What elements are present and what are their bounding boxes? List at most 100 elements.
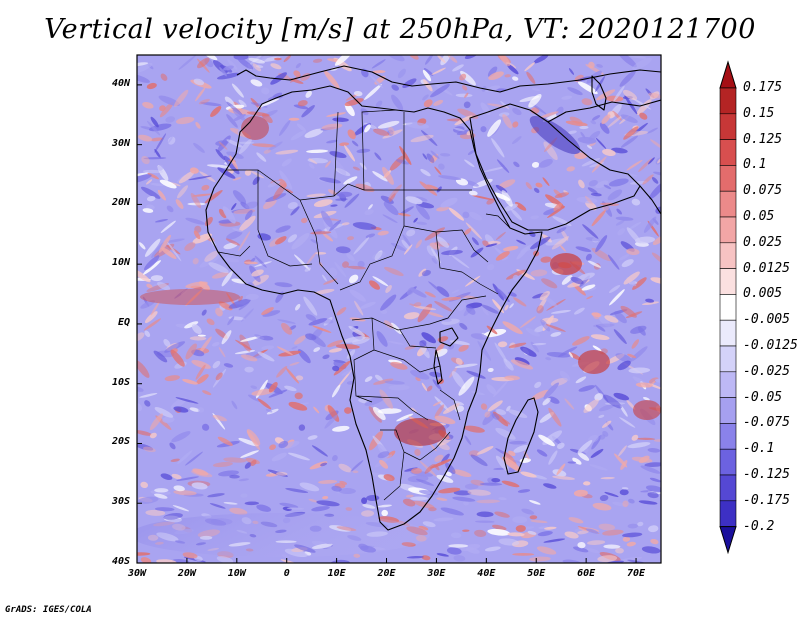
field-streak bbox=[372, 70, 386, 74]
field-streak bbox=[375, 100, 383, 108]
field-streak bbox=[201, 184, 210, 191]
field-streak bbox=[144, 400, 151, 407]
field-streak bbox=[137, 496, 159, 504]
field-streak bbox=[436, 236, 449, 248]
field-streak bbox=[419, 340, 427, 348]
field-streak bbox=[548, 396, 560, 404]
field-streak bbox=[262, 310, 281, 317]
field-streak bbox=[434, 454, 444, 462]
field-streak bbox=[430, 150, 440, 159]
field-streak bbox=[229, 155, 239, 170]
field-streak bbox=[580, 131, 586, 139]
field-streak bbox=[441, 249, 463, 256]
field-streak bbox=[472, 389, 481, 402]
field-streak bbox=[232, 177, 242, 181]
field-streak bbox=[250, 459, 257, 467]
field-streak bbox=[275, 225, 291, 233]
field-streak bbox=[512, 121, 519, 128]
field-streak bbox=[306, 251, 317, 266]
field-streak bbox=[512, 107, 522, 116]
field-streak bbox=[495, 251, 510, 261]
field-streak bbox=[305, 90, 312, 98]
field-streak bbox=[377, 504, 392, 508]
field-streak bbox=[615, 353, 632, 363]
field-streak bbox=[654, 378, 661, 383]
field-streak bbox=[201, 309, 207, 316]
field-streak bbox=[643, 216, 657, 233]
field-streak bbox=[453, 555, 466, 562]
field-streak bbox=[544, 296, 558, 308]
field-streak bbox=[332, 117, 349, 122]
field-streak bbox=[150, 137, 164, 142]
field-streak bbox=[332, 425, 350, 432]
field-streak bbox=[619, 70, 636, 87]
field-streak bbox=[245, 201, 259, 209]
field-streak bbox=[350, 460, 364, 472]
field-streak bbox=[574, 307, 585, 315]
field-streak bbox=[244, 366, 254, 373]
field-streak bbox=[374, 250, 383, 260]
field-streak bbox=[380, 309, 388, 314]
field-streak bbox=[647, 127, 659, 134]
field-streak bbox=[362, 504, 376, 509]
field-streak bbox=[603, 394, 622, 409]
field-streak bbox=[192, 193, 213, 197]
field-streak bbox=[217, 436, 233, 446]
field-streak bbox=[143, 157, 167, 160]
field-streak bbox=[261, 307, 274, 316]
field-streak bbox=[157, 164, 164, 171]
field-streak bbox=[182, 552, 198, 559]
field-streak bbox=[620, 135, 638, 148]
field-streak bbox=[267, 141, 283, 151]
field-streak bbox=[351, 140, 359, 147]
field-streak bbox=[169, 442, 176, 450]
field-streak bbox=[413, 500, 435, 509]
field-streak bbox=[244, 501, 259, 506]
field-streak bbox=[158, 95, 180, 107]
field-streak bbox=[335, 344, 360, 349]
field-streak bbox=[137, 552, 151, 556]
field-streak bbox=[421, 332, 436, 344]
field-streak bbox=[622, 89, 638, 101]
field-streak bbox=[453, 400, 465, 406]
field-streak bbox=[484, 411, 491, 418]
field-streak bbox=[223, 363, 234, 368]
field-streak bbox=[440, 197, 458, 208]
field-streak bbox=[204, 250, 219, 262]
field-streak bbox=[595, 325, 606, 332]
field-streak bbox=[361, 497, 368, 504]
field-streak bbox=[294, 392, 303, 400]
field-streak bbox=[154, 488, 169, 493]
field-streak bbox=[176, 476, 199, 481]
colorbar-segment bbox=[719, 113, 737, 140]
field-streak bbox=[586, 548, 600, 554]
field-streak bbox=[306, 149, 329, 154]
field-streak bbox=[386, 450, 396, 459]
field-streak bbox=[373, 378, 394, 385]
field-streak bbox=[348, 274, 359, 284]
field-streak bbox=[144, 330, 151, 338]
field-streak bbox=[202, 390, 212, 396]
field-streak bbox=[447, 55, 458, 63]
field-streak bbox=[240, 308, 254, 322]
field-streak bbox=[391, 94, 404, 111]
field-streak bbox=[433, 99, 444, 106]
field-streak bbox=[330, 204, 338, 207]
field-streak bbox=[451, 289, 460, 294]
field-streak bbox=[329, 267, 338, 277]
field-streak bbox=[364, 376, 373, 382]
field-streak bbox=[454, 115, 473, 126]
field-streak bbox=[463, 500, 469, 506]
colorbar-label: -0.175 bbox=[743, 492, 790, 508]
field-streak bbox=[458, 376, 475, 396]
field-streak bbox=[636, 437, 656, 441]
field-streak bbox=[388, 126, 395, 135]
colorbar-segment bbox=[719, 216, 737, 244]
field-streak bbox=[160, 73, 168, 81]
field-streak bbox=[631, 198, 641, 206]
field-streak bbox=[159, 101, 174, 118]
field-streak bbox=[399, 145, 412, 166]
field-streak bbox=[279, 119, 291, 136]
field-streak bbox=[334, 55, 353, 66]
